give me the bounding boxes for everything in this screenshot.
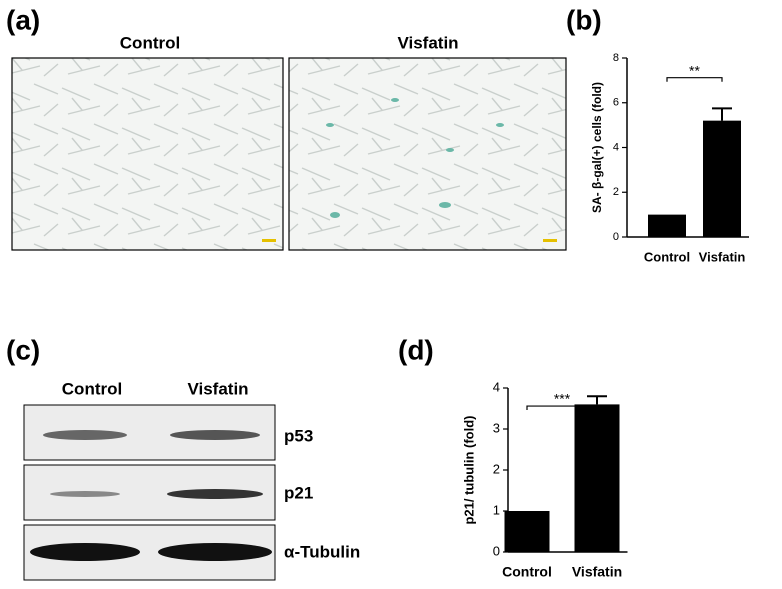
significance: ** (689, 62, 700, 78)
y-tick-label: 4 (493, 379, 500, 394)
y-tick-label: 0 (493, 543, 500, 558)
bar (648, 214, 686, 237)
y-tick-label: 1 (493, 502, 500, 517)
significance-bracket (666, 77, 723, 82)
scale-bar (543, 239, 557, 242)
blot-row: α-Tubulin (284, 542, 360, 561)
x-tick-label: Control (502, 564, 552, 580)
y-tick-label: 6 (613, 97, 619, 109)
y-axis-label: p21/ tubulin (fold) (461, 415, 476, 524)
x-tick-label: Visfatin (699, 249, 746, 264)
panel-label: (b) (566, 4, 602, 35)
blot-row: p53 (284, 426, 313, 445)
stain (326, 98, 504, 218)
bar (703, 120, 741, 237)
y-tick-label: 2 (613, 186, 619, 198)
significance-bracket (526, 405, 598, 411)
panel-label: (d) (398, 334, 434, 365)
blot-column: Control (62, 379, 122, 398)
band (30, 430, 272, 561)
x-tick-label: Visfatin (572, 564, 622, 580)
panel-label: (c) (6, 334, 40, 365)
bar (574, 404, 620, 552)
significance: *** (554, 391, 571, 407)
blot-column: Visfatin (187, 379, 248, 398)
micrograph-label: Visfatin (397, 33, 458, 52)
panel-label: (a) (6, 4, 40, 35)
y-tick-label: 8 (613, 52, 619, 64)
y-tick-label: 4 (613, 141, 619, 153)
y-axis-label: SA- β-gal(+) cells (fold) (590, 82, 604, 213)
scale-bar (262, 239, 276, 242)
micrograph-label: Control (120, 33, 180, 52)
micrograph (11, 57, 284, 251)
bar (504, 511, 550, 552)
y-tick-label: 3 (493, 420, 500, 435)
y-tick-label: 2 (493, 461, 500, 476)
x-tick-label: Control (644, 249, 690, 264)
micrograph (288, 57, 567, 251)
y-tick-label: 0 (613, 231, 619, 243)
blot-row: p21 (284, 483, 313, 502)
